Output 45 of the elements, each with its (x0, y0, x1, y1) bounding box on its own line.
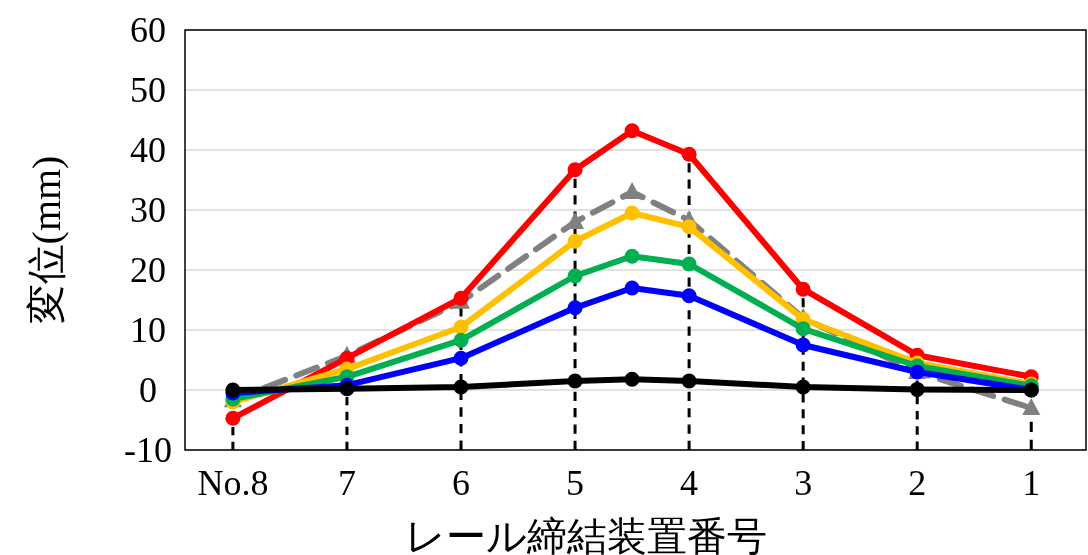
point (225, 410, 241, 426)
x-axis-title: レール締結装置番号 (404, 514, 767, 555)
point (624, 205, 640, 221)
point (681, 373, 697, 389)
x-tick-label: 2 (908, 463, 927, 503)
point (567, 162, 583, 178)
point (624, 123, 640, 139)
y-tick-label: 40 (130, 130, 166, 170)
point (567, 300, 583, 316)
point (681, 146, 697, 162)
y-tick-label: 50 (130, 70, 166, 110)
point (624, 248, 640, 264)
y-tick-label: 0 (139, 370, 157, 410)
point (681, 288, 697, 304)
x-tick-label: 7 (337, 463, 356, 503)
point (1022, 398, 1041, 415)
point (681, 219, 697, 235)
y-tick-label: 10 (130, 310, 166, 350)
point (453, 332, 469, 348)
y-tick-label: 20 (130, 250, 166, 290)
point (624, 280, 640, 296)
x-tick-label: 5 (566, 463, 585, 503)
point (453, 350, 469, 366)
point (339, 381, 355, 397)
point (681, 256, 697, 272)
y-axis-title: 変位(mm) (24, 155, 69, 325)
point (795, 337, 811, 353)
point (795, 379, 811, 395)
point (909, 381, 925, 397)
point (624, 371, 640, 387)
x-tick-label: 1 (1022, 463, 1041, 503)
point (567, 268, 583, 284)
x-tick-label: 3 (794, 463, 813, 503)
point (453, 319, 469, 335)
x-tick-label: 6 (452, 463, 470, 503)
point (567, 373, 583, 389)
x-tick-label: No.8 (197, 463, 269, 503)
point (795, 321, 811, 337)
x-tick-label: 4 (680, 463, 699, 503)
y-tick-label: 30 (130, 190, 166, 230)
y-tick-label: 60 (130, 10, 166, 50)
point (453, 379, 469, 395)
point (795, 281, 811, 297)
y-tick-label: -10 (124, 430, 172, 470)
point (567, 233, 583, 249)
